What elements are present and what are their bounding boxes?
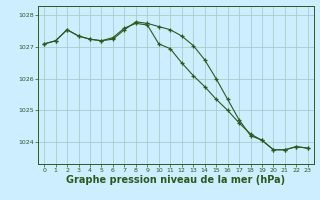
X-axis label: Graphe pression niveau de la mer (hPa): Graphe pression niveau de la mer (hPa) — [67, 175, 285, 185]
